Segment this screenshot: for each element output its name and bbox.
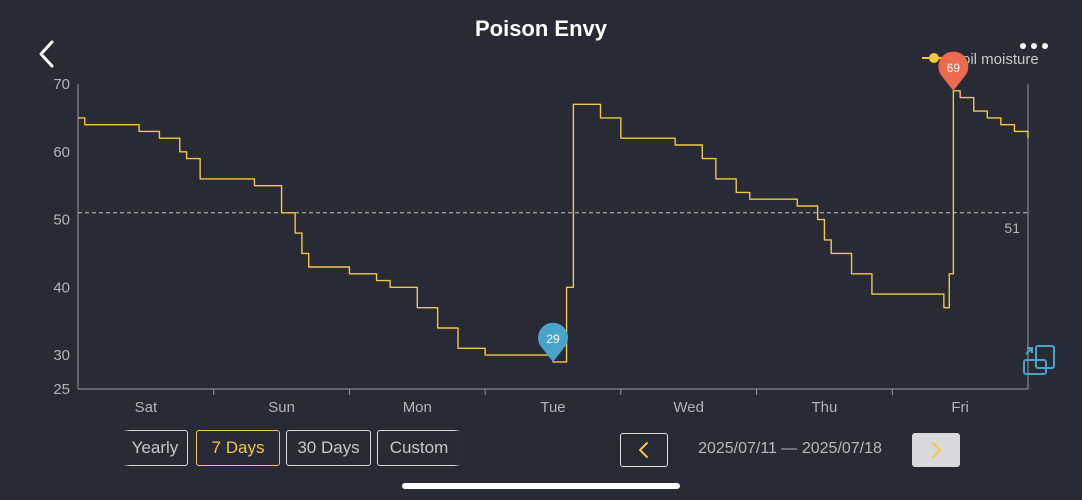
reference-line-label: 51 <box>1004 220 1020 236</box>
y-tick-label: 60 <box>53 144 70 161</box>
y-tick-label: 30 <box>53 347 70 364</box>
back-button[interactable] <box>36 38 60 70</box>
expand-icon <box>1023 345 1055 375</box>
series-line <box>78 90 1029 363</box>
legend-swatch-dot <box>929 53 939 63</box>
chevron-left-icon <box>639 442 648 458</box>
chevron-left-icon <box>39 40 54 68</box>
y-tick-label: 50 <box>53 212 70 229</box>
x-tick-label: Tue <box>540 399 565 416</box>
x-tick-label: Sat <box>135 399 158 416</box>
x-tick-label: Thu <box>811 399 837 416</box>
range-tab-custom[interactable]: Custom <box>377 430 461 466</box>
chevron-right-icon <box>932 442 941 458</box>
more-button[interactable] <box>1018 38 1050 54</box>
more-dots-icon <box>1020 43 1048 49</box>
x-tick-label: Sun <box>268 399 295 416</box>
x-tick-label: Fri <box>951 399 969 416</box>
legend-label: Soil moisture <box>952 51 1039 68</box>
x-tick-label: Mon <box>403 399 432 416</box>
date-range-label: 2025/07/11 — 2025/07/18 <box>698 440 882 457</box>
range-tab-7-days[interactable]: 7 Days <box>196 430 280 466</box>
previous-period-button[interactable] <box>620 433 668 467</box>
y-tick-label: 25 <box>53 381 70 398</box>
max-marker-label: 69 <box>947 61 961 75</box>
home-indicator <box>402 483 680 489</box>
min-marker-pin <box>538 322 568 362</box>
min-marker-label: 29 <box>546 332 560 346</box>
moisture-chart: 70 60 50 40 30 25 Sat Sun Mon Tue Wed Thu Fri 51 Soil … <box>53 51 1039 416</box>
range-tab-yearly[interactable]: Yearly <box>122 430 188 466</box>
page-title: Poison Envy <box>474 16 608 41</box>
range-tab-30-days[interactable]: 30 Days <box>286 430 371 466</box>
x-tick-label: Wed <box>673 399 704 416</box>
y-tick-label: 40 <box>53 279 70 296</box>
y-tick-label: 70 <box>53 76 70 93</box>
expand-button[interactable] <box>1022 342 1058 378</box>
next-period-button[interactable] <box>912 433 960 467</box>
max-marker-pin <box>938 51 969 91</box>
